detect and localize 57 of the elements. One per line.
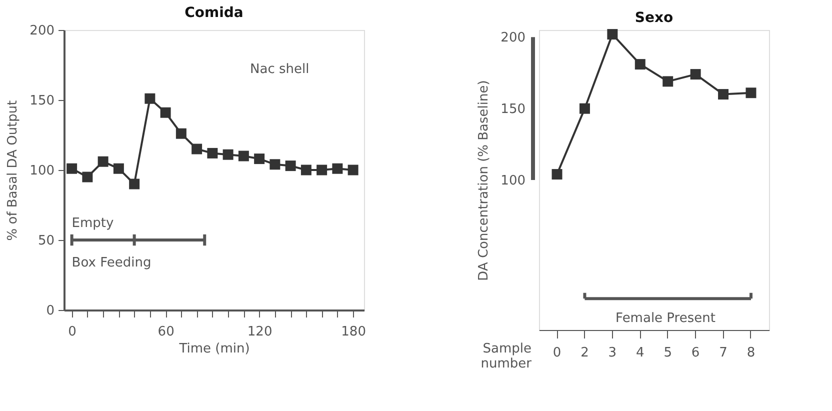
point (192, 144, 202, 154)
annotation: Box Feeding (72, 255, 152, 270)
point (662, 76, 674, 87)
x-tick-label: 180 (341, 324, 366, 340)
x-tick-label: 6 (691, 346, 700, 360)
point (316, 164, 328, 176)
annotation: Female Present (616, 311, 716, 326)
y-axis-title: DA Concentration (% Baseline) (476, 80, 492, 281)
point (66, 163, 78, 174)
point (634, 59, 646, 70)
chart-title: Comida (184, 5, 244, 21)
y-tick-label: 50 (38, 234, 54, 248)
y-tick-label: 150 (30, 94, 54, 108)
annotation: Empty (72, 216, 114, 232)
point (718, 89, 729, 100)
y-tick-label: 200 (500, 30, 526, 46)
point (222, 149, 234, 160)
x-tick-label: 0 (552, 346, 562, 360)
point (270, 159, 280, 170)
x-tick-label: 3 (608, 346, 617, 360)
point (254, 154, 265, 164)
point (82, 172, 93, 182)
point (552, 169, 562, 180)
point (348, 164, 358, 176)
point (238, 150, 249, 162)
x-tick-label: 4 (636, 346, 644, 360)
x-tick-label: 0 (68, 324, 76, 340)
point (144, 93, 156, 104)
x-tick-label: 120 (247, 324, 272, 340)
y-tick-label: 150 (500, 102, 526, 118)
x-tick-label: 8 (746, 346, 756, 360)
x-tick-label: 2 (580, 346, 589, 360)
point (332, 163, 343, 174)
x-tick-label: 7 (719, 346, 728, 360)
point (176, 128, 186, 139)
x-tick-label: 5 (664, 346, 672, 360)
point (160, 107, 171, 118)
point (285, 160, 296, 172)
point (300, 164, 312, 176)
y-tick-label: 100 (30, 164, 54, 178)
x-axis-title: Sample number (480, 342, 532, 372)
point (129, 178, 140, 190)
point (746, 88, 756, 98)
y-tick-label: 100 (500, 174, 526, 188)
y-tick-label: 0 (46, 304, 54, 318)
point (607, 29, 618, 40)
point (579, 103, 590, 114)
x-tick-label: 60 (158, 324, 174, 340)
annotation: Nac shell (250, 62, 310, 78)
point (98, 156, 108, 167)
point (113, 163, 124, 174)
point (690, 69, 701, 80)
y-tick-label: 200 (30, 24, 54, 38)
point (207, 148, 218, 158)
y-axis-title: % of Basal DA Output (6, 100, 21, 241)
x-axis-title: Time (min) (178, 342, 250, 356)
chart-title: Sexo (634, 10, 674, 26)
